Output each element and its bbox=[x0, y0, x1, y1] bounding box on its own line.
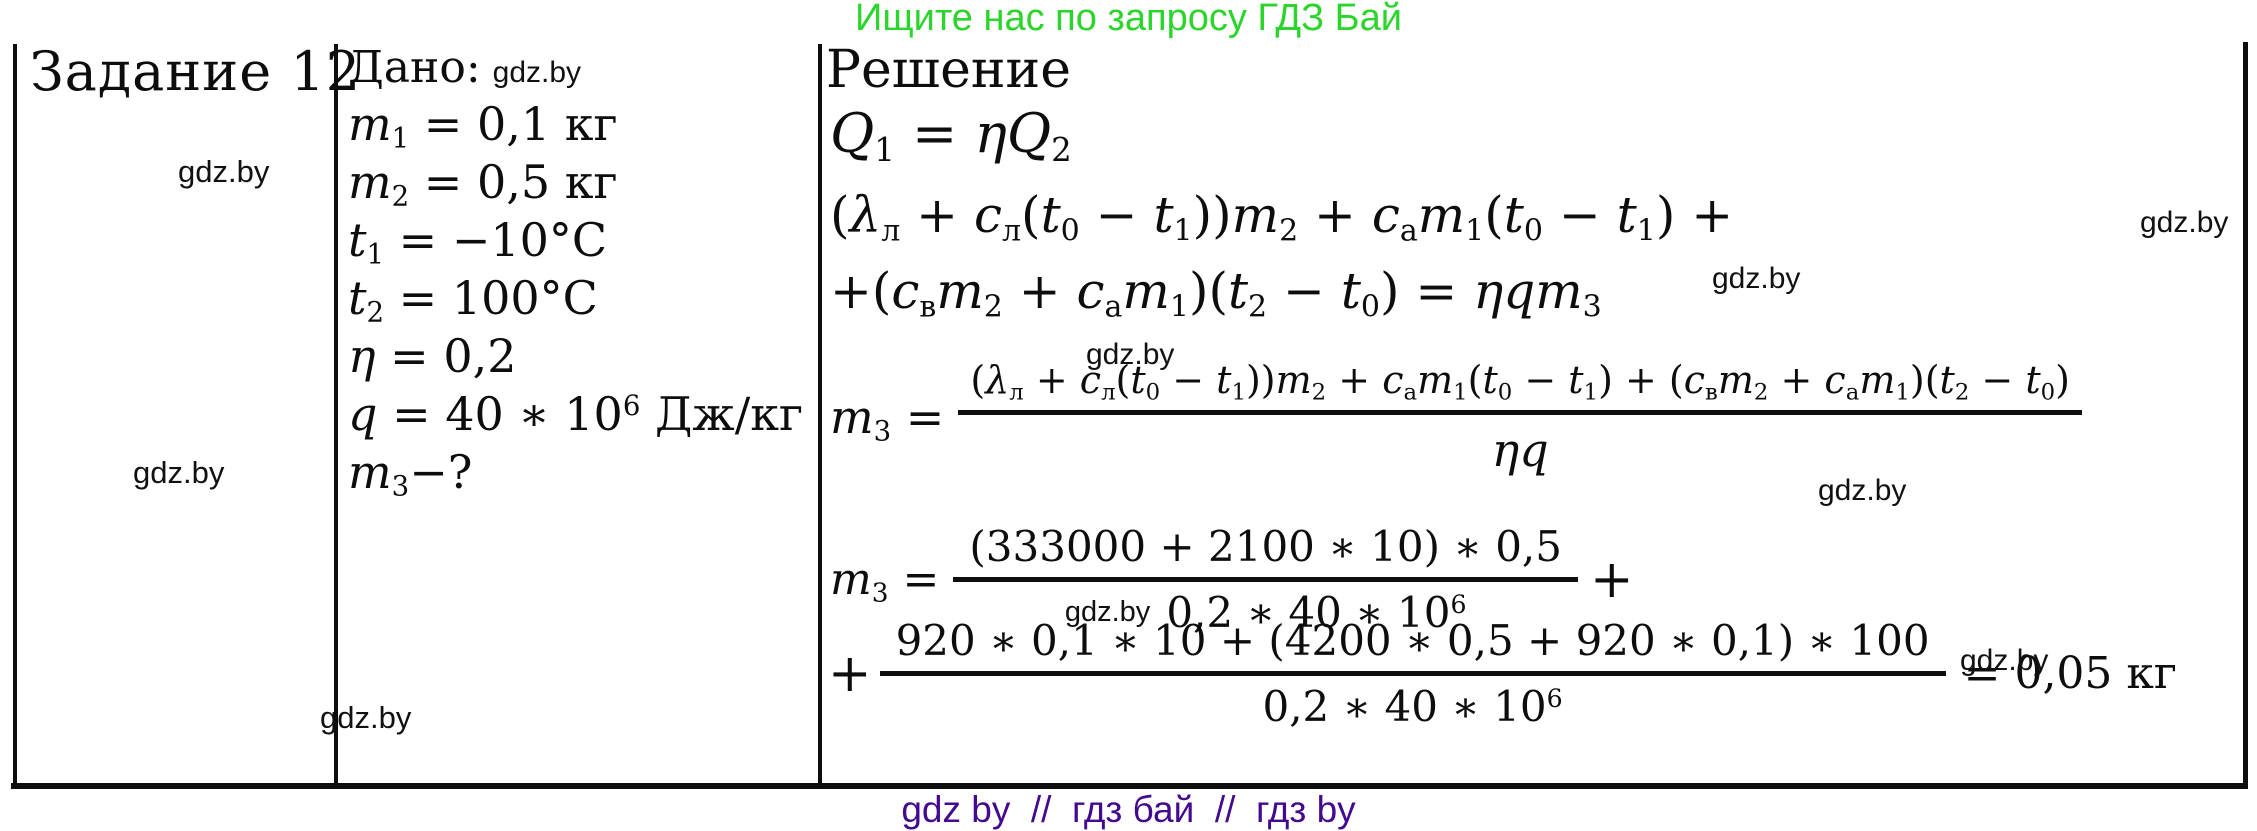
given-line-eta: η = 0,2 bbox=[348, 329, 517, 383]
fraction-numeric-1-denominator-value: 0,2 ∗ 40 ∗ 106 bbox=[1166, 588, 1467, 637]
task-title: Задание 12 bbox=[30, 40, 362, 103]
given-line-t1: t1 = −10°С bbox=[348, 213, 608, 271]
given-lines: m1 = 0,1 кг m2 = 0,5 кг t1 = −10°С t2 = … bbox=[348, 95, 803, 501]
fraction-numeric-1-denominator: gdz.by 0,2 ∗ 40 ∗ 106 bbox=[1065, 582, 1467, 637]
fraction-symbolic: (λл + cл(t0 − t1))m2 + cаm1(t0 − t1) + (… bbox=[958, 356, 2082, 477]
plus-leading: + bbox=[828, 643, 872, 704]
solution-title: Решение bbox=[826, 40, 1071, 100]
table-border-bottom bbox=[11, 783, 2248, 789]
watermark-task-middle: gdz.by bbox=[133, 455, 225, 490]
promo-banner-top: Ищите нас по запросу ГДЗ Бай bbox=[855, 0, 1402, 39]
equation-energy-balance: Q1 = ηQ2 bbox=[830, 102, 1072, 170]
table-border-left bbox=[13, 44, 17, 785]
final-answer: = 0,05 кг bbox=[1963, 648, 2177, 699]
given-line-q: q = 40 ∗ 106 Дж/кг bbox=[348, 387, 804, 441]
given-header: Дано: gdz.by bbox=[348, 42, 803, 93]
fraction-numeric-1: (333000 + 2100 ∗ 10) ∗ 0,5 gdz.by 0,2 ∗ … bbox=[953, 522, 1579, 637]
watermark-after-answer: gdz.by bbox=[1960, 644, 2049, 677]
watermark-given-header: gdz.by bbox=[492, 56, 582, 89]
given-line-m1: m1 = 0,1 кг bbox=[348, 97, 618, 155]
equation-expanded-line-2: +(cвm2 + cаm1)(t2 − t0) = ηqm3 bbox=[830, 262, 1602, 325]
column-divider-task-given bbox=[334, 44, 338, 785]
given-section: Дано: gdz.by m1 = 0,1 кг m2 = 0,5 кг t1 … bbox=[348, 42, 803, 501]
equation-m3-numeric-part-1: m3 = (333000 + 2100 ∗ 10) ∗ 0,5 gdz.by 0… bbox=[830, 522, 1634, 637]
given-line-m3-question: m3−? bbox=[348, 445, 473, 503]
fraction-numeric-2-denominator: 0,2 ∗ 40 ∗ 106 bbox=[1262, 682, 1563, 731]
watermark-denominator: gdz.by bbox=[1064, 596, 1151, 628]
given-label: Дано: bbox=[348, 42, 481, 93]
promo-banner-bottom: gdz by // гдз бай // гдз by bbox=[901, 789, 1356, 830]
watermark-task-top: gdz.by bbox=[178, 154, 270, 189]
plus-continuation: + bbox=[1590, 549, 1634, 610]
watermark-solution-right: gdz.by bbox=[2140, 206, 2229, 239]
equation-m3-symbolic-lhs: m3 = bbox=[830, 389, 945, 448]
equation-m3-symbolic: m3 = (λл + cл(t0 − t1))m2 + cаm1(t0 − t1… bbox=[830, 356, 2082, 477]
watermark-beside-denominator: gdz.by bbox=[1818, 474, 1907, 507]
equation-expanded-line-1: (λл + cл(t0 − t1))m2 + cаm1(t0 − t1) + bbox=[830, 186, 1734, 249]
fraction-numeric-2-numerator: 920 ∗ 0,1 ∗ 10 + (4200 ∗ 0,5 + 920 ∗ 0,1… bbox=[879, 616, 1946, 676]
watermark-task-bottom: gdz.by bbox=[320, 700, 412, 735]
equation-m3-numeric-lhs: m3 = bbox=[830, 554, 940, 609]
fraction-numeric-2: 920 ∗ 0,1 ∗ 10 + (4200 ∗ 0,5 + 920 ∗ 0,1… bbox=[879, 616, 1946, 731]
fraction-numeric-1-numerator: (333000 + 2100 ∗ 10) ∗ 0,5 bbox=[953, 522, 1579, 582]
equation-m3-numeric-part-2: + 920 ∗ 0,1 ∗ 10 + (4200 ∗ 0,5 + 920 ∗ 0… bbox=[828, 616, 2177, 731]
column-divider-given-solution bbox=[818, 44, 822, 785]
fraction-symbolic-denominator: ηq bbox=[1491, 423, 1549, 477]
given-line-t2: t2 = 100°С bbox=[348, 271, 598, 329]
given-line-m2: m2 = 0,5 кг bbox=[348, 155, 618, 213]
watermark-after-eq2b: gdz.by bbox=[1712, 262, 1801, 295]
fraction-symbolic-numerator: (λл + cл(t0 − t1))m2 + cаm1(t0 − t1) + (… bbox=[958, 356, 2082, 415]
watermark-above-numerator: gdz.by bbox=[1086, 338, 1175, 371]
table-border-right bbox=[2243, 42, 2248, 785]
